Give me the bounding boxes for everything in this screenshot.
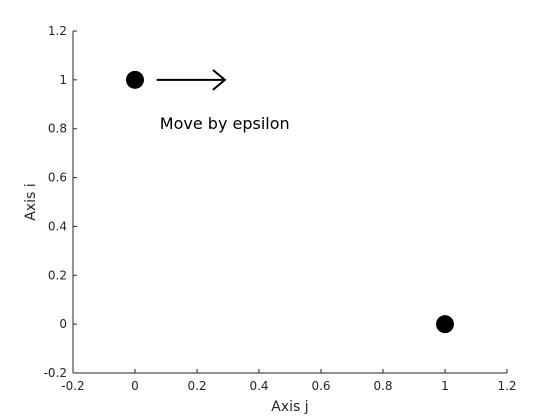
x-tick-label: 1 [441, 379, 449, 393]
y-tick-label: 1 [59, 73, 67, 87]
annotation-text: Move by epsilon [160, 114, 290, 133]
y-tick-label: 0.2 [48, 268, 67, 282]
y-axis-label: Axis i [23, 183, 39, 220]
annotation-arrow [157, 70, 225, 90]
x-axis-label: Axis j [271, 399, 308, 415]
y-tick-label: 0.8 [48, 122, 67, 136]
x-tick-label: 0.6 [311, 379, 330, 393]
x-tick-label: 0.4 [249, 379, 268, 393]
y-tick-label: 0 [59, 317, 67, 331]
data-point [436, 315, 454, 333]
y-tick-label: 1.2 [48, 24, 67, 38]
data-point [126, 71, 144, 89]
x-tick-label: 0.8 [373, 379, 392, 393]
x-tick-label: 1.2 [497, 379, 516, 393]
y-tick-label: 0.4 [48, 219, 67, 233]
x-tick-label: -0.2 [61, 379, 84, 393]
x-tick-label: 0.2 [187, 379, 206, 393]
y-tick-label: -0.2 [44, 366, 67, 380]
x-tick-label: 0 [131, 379, 139, 393]
data-points [126, 71, 454, 333]
y-tick-label: 0.6 [48, 171, 67, 185]
